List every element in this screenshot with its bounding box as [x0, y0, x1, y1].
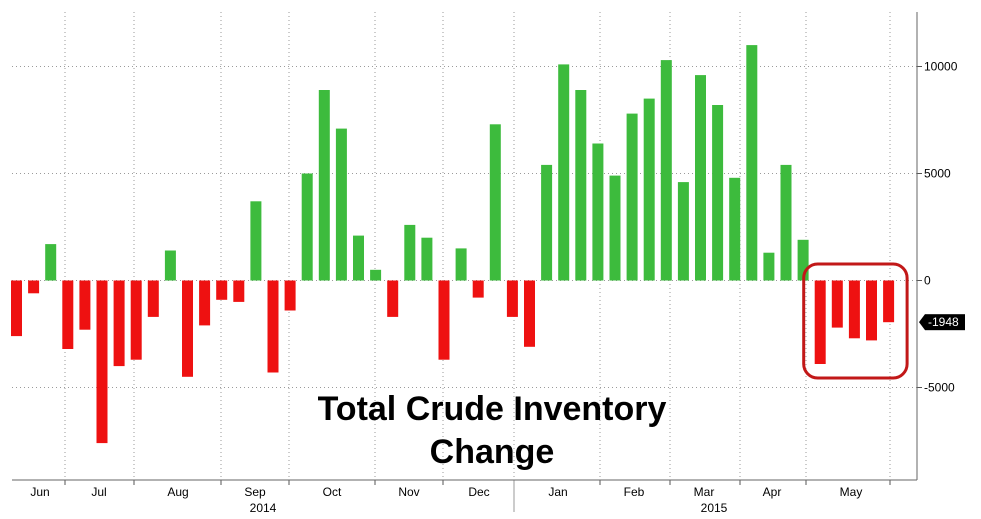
bar [643, 98, 655, 281]
bar [130, 280, 142, 360]
bar [353, 235, 364, 281]
year-label: 2015 [701, 501, 728, 515]
bar [506, 280, 518, 317]
last-value-box [925, 314, 965, 331]
month-label: Mar [694, 485, 715, 499]
month-label: Aug [167, 485, 188, 499]
bar [301, 173, 313, 281]
bars-group [11, 45, 895, 444]
bar [216, 280, 228, 300]
bar [883, 280, 895, 323]
bar [370, 269, 382, 281]
month-label: Jul [91, 485, 106, 499]
y-tick-label: -5000 [924, 381, 955, 395]
bar [866, 280, 877, 341]
bar [489, 124, 501, 281]
month-label: Feb [624, 485, 645, 499]
bar [62, 280, 74, 349]
last-value-label: -1948 [928, 315, 959, 329]
bar [677, 182, 689, 281]
bar [780, 164, 792, 281]
bar [831, 280, 843, 328]
bar [147, 280, 159, 317]
bar [472, 280, 484, 298]
bar [626, 113, 638, 281]
bar [28, 280, 40, 294]
bar [814, 280, 826, 364]
bar [182, 280, 193, 377]
month-label: Jan [548, 485, 567, 499]
chart-title-line-1: Total Crude Inventory [318, 390, 667, 428]
y-tick-label: 0 [924, 274, 931, 288]
bar [233, 280, 245, 302]
bar [113, 280, 125, 367]
last-value-arrow [919, 314, 925, 331]
bar [524, 280, 535, 347]
year-label: 2014 [250, 501, 277, 515]
bar [164, 250, 176, 281]
bar [318, 90, 330, 281]
bar [335, 128, 347, 281]
month-label: Sep [244, 485, 266, 499]
bar [558, 64, 570, 281]
bar [267, 280, 279, 373]
bar [284, 280, 296, 311]
y-tick-label: 10000 [924, 60, 958, 74]
bar [746, 45, 758, 281]
bar [763, 252, 775, 281]
month-label: Oct [323, 485, 342, 499]
bar [729, 177, 741, 281]
x-axis-tick-labels: Jun Jul Aug Sep Oct Nov Dec Jan Feb Mar Apr May 2014… [30, 485, 862, 515]
y-axis-tick-labels: 10000 5000 0 -5000 [924, 60, 958, 395]
bar [250, 201, 262, 281]
last-value-marker: -1948 [919, 314, 965, 331]
axes [12, 12, 922, 512]
bar [387, 280, 399, 317]
bar [848, 280, 860, 339]
month-label: Apr [763, 485, 782, 499]
month-label: May [840, 485, 863, 499]
month-label: Dec [468, 485, 489, 499]
month-label: Jun [30, 485, 49, 499]
bar [404, 224, 416, 281]
bar [96, 280, 108, 444]
bar [712, 105, 724, 281]
bar [541, 164, 553, 281]
bar [455, 248, 467, 281]
bar [199, 280, 211, 326]
chart-title-line-2: Change [430, 433, 555, 471]
bar [79, 280, 91, 330]
bar [695, 75, 706, 281]
bar [660, 60, 672, 281]
bar [797, 239, 809, 281]
month-label: Nov [398, 485, 419, 499]
bar [11, 280, 22, 337]
bar [592, 143, 604, 281]
highlight-callout-box [802, 262, 909, 380]
bar [438, 280, 450, 360]
bar [575, 90, 587, 281]
bar [609, 175, 621, 281]
y-tick-label: 5000 [924, 167, 951, 181]
bar [421, 237, 433, 281]
bar [45, 244, 57, 281]
